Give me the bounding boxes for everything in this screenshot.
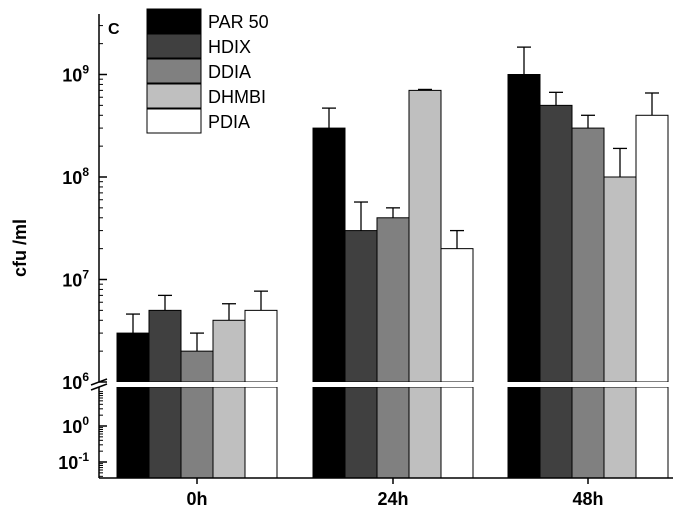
legend-swatch-par-50 bbox=[146, 8, 202, 34]
y-axis-title: cfu /ml bbox=[10, 219, 30, 277]
y-tick-label-1e0: 100 bbox=[62, 414, 89, 437]
bar-0h-pdia bbox=[244, 309, 278, 383]
bar-lower-0h-pdia bbox=[244, 386, 278, 479]
axis-break-mark-lower bbox=[90, 383, 108, 391]
bar-0h-ddia bbox=[180, 350, 214, 383]
bar-0h-par-50 bbox=[116, 332, 150, 383]
bar-24h-hdix bbox=[344, 230, 378, 383]
bar-48h-pdia bbox=[635, 114, 669, 383]
axis-break-gap bbox=[97, 382, 673, 387]
bar-lower-24h-par-50 bbox=[312, 386, 346, 479]
bar-0h-dhmbi bbox=[212, 319, 246, 383]
legend-swatch-ddia bbox=[146, 58, 202, 84]
y-tick-label-1e-1: 10-1 bbox=[58, 450, 89, 473]
ticks-layer: 106 107 108 109 100 10-1 0h 24h 48h bbox=[58, 25, 604, 509]
bar-lower-24h-hdix bbox=[344, 386, 378, 479]
bar-48h-dhmbi bbox=[603, 176, 637, 383]
y-tick-label-1e9: 109 bbox=[62, 63, 89, 86]
x-tick-label-48h: 48h bbox=[572, 489, 603, 509]
legend-swatch-hdix bbox=[146, 33, 202, 59]
panel-letter: C bbox=[108, 21, 120, 38]
bars-layer bbox=[116, 46, 669, 479]
y-tick-label-1e7: 107 bbox=[62, 268, 89, 291]
bar-24h-pdia bbox=[440, 248, 474, 383]
legend-label-dhmbi: DHMBI bbox=[208, 87, 266, 107]
bar-lower-48h-pdia bbox=[635, 386, 669, 479]
legend: PAR 50 HDIX DDIA DHMBI PDIA bbox=[146, 8, 269, 134]
bar-lower-24h-dhmbi bbox=[408, 386, 442, 479]
bar-lower-0h-hdix bbox=[148, 386, 182, 479]
bar-48h-par-50 bbox=[507, 74, 541, 383]
y-tick-label-1e6: 106 bbox=[62, 370, 89, 393]
x-tick-label-24h: 24h bbox=[377, 489, 408, 509]
bar-24h-par-50 bbox=[312, 127, 346, 383]
x-tick-label-0h: 0h bbox=[186, 489, 207, 509]
bar-lower-48h-ddia bbox=[571, 386, 605, 479]
bar-lower-0h-ddia bbox=[180, 386, 214, 479]
legend-swatch-pdia bbox=[146, 108, 202, 134]
bar-lower-24h-pdia bbox=[440, 386, 474, 479]
bar-24h-ddia bbox=[376, 217, 410, 383]
legend-swatch-dhmbi bbox=[146, 83, 202, 109]
bar-48h-ddia bbox=[571, 127, 605, 383]
bar-lower-0h-par-50 bbox=[116, 386, 150, 479]
legend-label-hdix: HDIX bbox=[208, 37, 251, 57]
bar-lower-48h-dhmbi bbox=[603, 386, 637, 479]
bar-lower-0h-dhmbi bbox=[212, 386, 246, 479]
bar-lower-48h-hdix bbox=[539, 386, 573, 479]
legend-label-pdia: PDIA bbox=[208, 112, 250, 132]
bar-lower-48h-par-50 bbox=[507, 386, 541, 479]
y-tick-label-1e8: 108 bbox=[62, 165, 89, 188]
bar-0h-hdix bbox=[148, 309, 182, 383]
legend-label-par-50: PAR 50 bbox=[208, 12, 269, 32]
bar-24h-dhmbi bbox=[408, 89, 442, 383]
bar-48h-hdix bbox=[539, 104, 573, 383]
legend-label-ddia: DDIA bbox=[208, 62, 251, 82]
bar-lower-24h-ddia bbox=[376, 386, 410, 479]
